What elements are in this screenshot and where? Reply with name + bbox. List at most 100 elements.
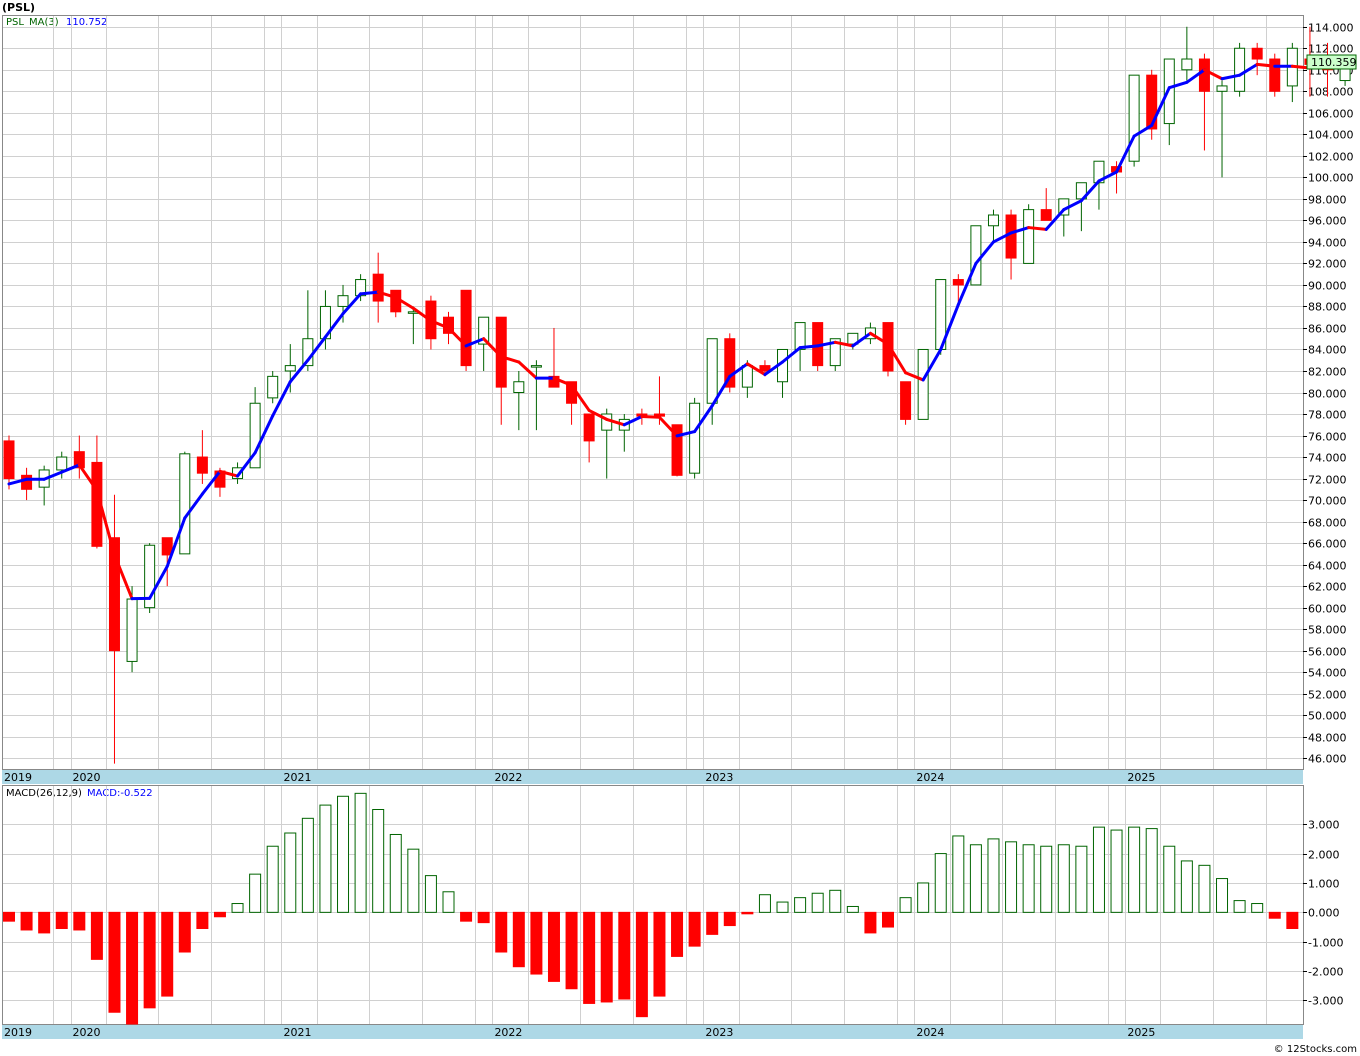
price-tick-label: 104.000 [1308, 129, 1354, 142]
candle [1058, 198, 1070, 237]
ma-segment [1167, 80, 1189, 90]
ma-segment [1115, 134, 1136, 174]
ma-segment [464, 337, 486, 348]
ma-segment [499, 355, 521, 364]
macd-bar [1216, 878, 1229, 913]
ma-segment [570, 383, 591, 412]
macd-bar [372, 809, 385, 913]
macd-bar [1040, 845, 1053, 913]
macd-bar [864, 911, 877, 934]
macd-bar [1251, 903, 1264, 913]
macd-bar [1286, 911, 1299, 930]
candle [1163, 58, 1175, 146]
candle [917, 348, 929, 420]
macd-bar [969, 844, 982, 913]
candle-body [337, 295, 349, 307]
chart-title: (PSL) [2, 1, 35, 14]
macd-bar [55, 911, 68, 930]
candle [900, 381, 912, 425]
price-tick-label: 72.000 [1308, 474, 1347, 487]
candle-body [741, 365, 753, 388]
macd-bar [3, 911, 15, 922]
candle [689, 397, 701, 479]
ma-segment [482, 337, 503, 359]
candle-body [73, 451, 85, 469]
macd-bar [1268, 911, 1281, 919]
candle-body [284, 365, 296, 372]
price-tick-label: 108.000 [1308, 86, 1354, 99]
price-tick-label: 52.000 [1308, 689, 1347, 702]
ma-segment [148, 564, 169, 600]
candle-body [108, 537, 120, 652]
macd-bar [477, 911, 490, 924]
candle-body [530, 365, 542, 368]
macd-bar [1145, 828, 1158, 913]
candle-body [56, 456, 68, 471]
price-tick-label: 80.000 [1308, 388, 1347, 401]
ma-label: MA(3) [29, 17, 59, 28]
year-label: 2025 [1127, 771, 1155, 784]
candle [583, 413, 595, 463]
macd-bar [952, 835, 965, 913]
candle-body [161, 537, 173, 556]
price-year-labels: 2019 2020 2021 2022 2023 2024 2025 [4, 771, 1155, 784]
ma-segment [447, 326, 468, 348]
macd-bar [829, 889, 842, 913]
candle-body [21, 474, 33, 490]
macd-bar [196, 911, 209, 930]
last-price-box [1306, 54, 1357, 70]
ma-segment [622, 415, 644, 427]
ma-value: 110.752 [66, 17, 107, 28]
macd-bar [1022, 844, 1035, 913]
macd-bar [934, 853, 947, 913]
candle [618, 414, 630, 452]
candle [390, 289, 402, 318]
candle-body [249, 402, 261, 469]
macd-bar [213, 911, 226, 918]
ma-segment [1185, 68, 1206, 84]
price-strip [2, 770, 1303, 784]
ma-segment [851, 331, 872, 348]
price-tick-label: 86.000 [1308, 323, 1347, 336]
ma-segment [1097, 170, 1119, 183]
candle-body [267, 375, 279, 399]
ma-segment [991, 231, 1013, 244]
candle-body [460, 289, 472, 367]
candle [724, 333, 736, 393]
macd-bar [442, 891, 455, 913]
macd-bar [1110, 829, 1123, 913]
candle [267, 370, 279, 404]
ma-segment [42, 470, 64, 481]
candle [1286, 42, 1298, 103]
candle-body [829, 338, 841, 367]
macd-bar [389, 833, 402, 913]
candle-body [1005, 214, 1017, 259]
candle-body [1023, 209, 1035, 264]
macd-bar [723, 911, 736, 927]
candle [1216, 80, 1228, 178]
candle-body [1181, 58, 1193, 71]
macd-value: MACD:-0.522 [87, 788, 153, 799]
macd-panel-frame [2, 785, 1304, 1025]
year-label: 2019 [4, 771, 32, 784]
price-tick-label: 82.000 [1308, 366, 1347, 379]
ma-segment [376, 290, 398, 299]
candle-body [1163, 58, 1175, 125]
ma-segment [710, 374, 732, 408]
year-label: 2020 [73, 1026, 101, 1039]
ma-segment [816, 340, 837, 348]
ma-segment [218, 469, 240, 478]
price-tick-label: 114.000 [1308, 22, 1354, 35]
macd-bar [583, 911, 596, 1004]
ma-segment [1238, 62, 1259, 77]
macd-bar [1233, 900, 1246, 913]
candle [38, 465, 50, 506]
candle-body [706, 338, 718, 404]
candle-body [794, 322, 806, 350]
macd-bar [354, 792, 367, 913]
price-tick-label: 88.000 [1308, 301, 1347, 314]
macd-bar [126, 911, 139, 1025]
candle [1128, 74, 1140, 167]
candle-body [724, 338, 736, 388]
